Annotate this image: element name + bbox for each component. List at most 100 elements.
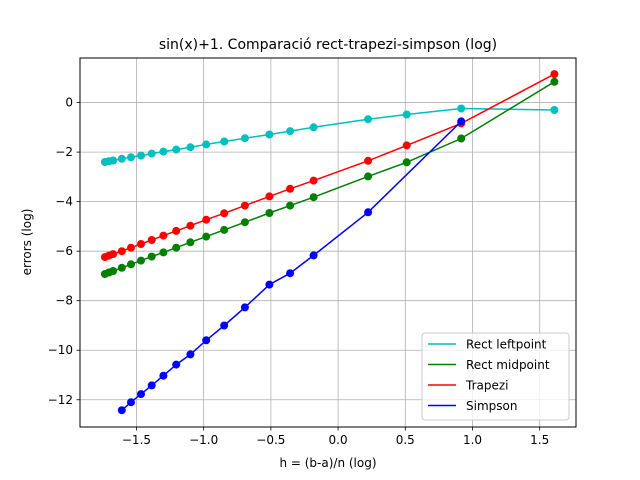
data-point-rect-midpoint [265, 209, 274, 217]
data-point-rect-leftpoint [265, 130, 274, 139]
data-point-simpson [202, 336, 211, 345]
data-point-rect-leftpoint [172, 145, 181, 154]
data-point-simpson [457, 117, 466, 126]
data-point-simpson [286, 269, 295, 278]
data-point-simpson [117, 406, 126, 415]
data-point-rect-leftpoint [147, 149, 156, 158]
data-point-simpson [137, 390, 145, 399]
x-tick-label: 1.0 [463, 433, 482, 447]
legend-item-rect-leftpoint: Rect leftpoint [428, 338, 547, 352]
legend-label: Trapezi [465, 379, 509, 393]
data-point-trapezi [220, 209, 229, 218]
x-tick-label: −1.0 [189, 433, 218, 447]
legend-label: Simpson [466, 399, 517, 413]
legend-box [421, 332, 570, 421]
data-point-rect-midpoint [240, 218, 249, 227]
data-point-rect-leftpoint [137, 151, 145, 160]
chart-title: sin(x)+1. Comparació rect-trapezi-simpso… [159, 37, 497, 53]
data-point-rect-leftpoint [402, 110, 411, 119]
legend: Rect leftpoint Rect midpoint Trapezi Simpso… [421, 332, 570, 421]
data-point-rect-midpoint [550, 77, 559, 86]
data-point-rect-leftpoint [364, 115, 373, 124]
x-tick-label: −0.5 [256, 433, 285, 447]
data-point-simpson [265, 280, 274, 289]
grid [80, 58, 576, 427]
data-point-rect-leftpoint [240, 134, 249, 143]
series-layer [100, 70, 559, 415]
data-point-rect-midpoint [159, 248, 168, 257]
data-point-rect-midpoint [100, 270, 109, 278]
legend-item-simpson: Simpson [428, 399, 517, 413]
data-point-simpson [220, 321, 229, 330]
data-point-trapezi [309, 176, 318, 185]
series-rect-leftpoint [100, 104, 559, 166]
legend-label: Rect midpoint [466, 358, 550, 372]
x-tick-label: 0.5 [396, 433, 415, 447]
data-point-trapezi [159, 231, 168, 240]
data-point-rect-leftpoint [127, 153, 135, 162]
data-point-trapezi [265, 192, 274, 201]
x-tick-label: 1.5 [530, 433, 549, 447]
data-point-trapezi [202, 215, 211, 224]
data-point-rect-midpoint [364, 172, 373, 181]
y-tick-label: −4 [55, 195, 73, 209]
y-tick-label: 0 [65, 96, 73, 110]
x-axis-label: h = (b-a)/n (log) [279, 456, 376, 470]
data-point-rect-leftpoint [550, 106, 559, 114]
data-point-rect-midpoint [286, 201, 295, 210]
data-point-simpson [147, 381, 156, 390]
data-point-simpson [127, 398, 135, 407]
data-point-rect-leftpoint [220, 137, 229, 146]
legend-item-rect-midpoint: Rect midpoint [428, 358, 550, 372]
data-point-simpson [159, 371, 168, 380]
legend-label: Rect leftpoint [466, 338, 547, 352]
data-point-simpson [172, 360, 181, 369]
x-tick-label: −1.5 [122, 433, 151, 447]
data-point-simpson [240, 303, 249, 312]
x-tick-label: 0.0 [329, 433, 348, 447]
data-point-rect-leftpoint [202, 140, 211, 149]
y-tick-label: −2 [55, 145, 73, 159]
data-point-rect-leftpoint [286, 127, 295, 136]
data-point-rect-leftpoint [457, 104, 466, 113]
series-simpson [117, 117, 466, 415]
data-point-trapezi [240, 201, 249, 210]
data-point-trapezi [186, 221, 195, 230]
data-point-trapezi [286, 184, 295, 193]
data-point-rect-leftpoint [100, 158, 109, 166]
data-point-simpson [309, 251, 318, 260]
data-point-rect-midpoint [186, 238, 195, 247]
data-point-rect-midpoint [172, 243, 181, 252]
x-axis: −1.5 −1.0 −0.5 0.0 0.5 1.0 1.5 [122, 427, 549, 447]
data-point-trapezi [137, 240, 145, 248]
y-axis-label: errors (log) [20, 209, 34, 276]
data-point-rect-midpoint [202, 232, 211, 241]
plot-frame [79, 57, 577, 428]
y-tick-label: −8 [55, 294, 73, 308]
series-trapezi [100, 70, 559, 262]
data-point-trapezi [550, 70, 559, 79]
data-point-trapezi [147, 236, 156, 244]
data-point-rect-midpoint [147, 252, 156, 261]
data-point-rect-midpoint [309, 193, 318, 202]
legend-item-trapezi: Trapezi [428, 379, 509, 393]
y-tick-label: −12 [48, 393, 73, 407]
data-point-trapezi [100, 253, 109, 262]
y-tick-label: −6 [55, 244, 73, 258]
data-point-rect-midpoint [137, 256, 145, 265]
data-point-trapezi [402, 141, 411, 150]
data-point-rect-leftpoint [186, 143, 195, 152]
data-point-trapezi [172, 226, 181, 235]
data-point-simpson [364, 208, 373, 217]
data-point-rect-midpoint [117, 263, 126, 272]
data-point-rect-midpoint [457, 134, 466, 143]
data-point-rect-leftpoint [159, 147, 168, 156]
data-point-rect-midpoint [402, 158, 411, 167]
series-rect-midpoint [100, 77, 559, 278]
y-tick-label: −10 [48, 343, 73, 357]
data-point-trapezi [127, 243, 135, 252]
data-point-simpson [186, 350, 195, 359]
data-point-rect-midpoint [127, 260, 135, 269]
data-point-rect-midpoint [220, 225, 229, 234]
